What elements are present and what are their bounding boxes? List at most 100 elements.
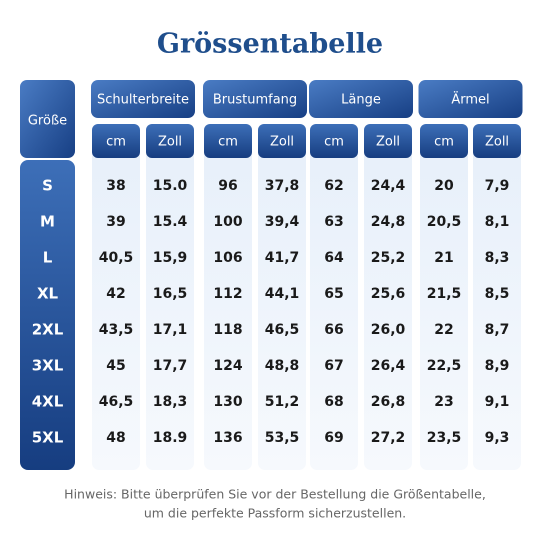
unit-header-box — [146, 124, 194, 158]
column-bg — [92, 124, 140, 470]
cell: 18.9 — [153, 430, 188, 446]
size-label: M — [40, 213, 55, 231]
cell: 66 — [324, 322, 343, 338]
cell: 69 — [324, 430, 343, 446]
size-label: XL — [37, 285, 59, 303]
column-bg — [146, 124, 194, 470]
group-header-box — [91, 80, 195, 118]
cell: 67 — [324, 358, 343, 374]
cell: 63 — [324, 214, 343, 230]
cell: 106 — [213, 250, 242, 266]
cell: 20 — [434, 178, 454, 194]
unit-header: cm — [106, 135, 126, 150]
cell: 20,5 — [427, 214, 462, 230]
unit-header: Zoll — [485, 135, 509, 150]
cell: 48 — [106, 430, 125, 446]
cell: 112 — [213, 286, 242, 302]
cell: 100 — [213, 214, 242, 230]
unit-header-box — [364, 124, 412, 158]
cell: 24,4 — [371, 178, 406, 194]
cell: 64 — [324, 250, 344, 266]
cell: 26,0 — [371, 322, 406, 338]
cell: 15.4 — [153, 214, 188, 230]
cell: 26,8 — [371, 394, 406, 410]
unit-header-box — [420, 124, 468, 158]
unit-header-box — [204, 124, 252, 158]
cell: 37,8 — [265, 178, 300, 194]
unit-header: cm — [324, 135, 344, 150]
cell: 8,5 — [485, 286, 510, 302]
unit-header-box — [310, 124, 358, 158]
cell: 46,5 — [265, 322, 300, 338]
unit-header: Zoll — [158, 135, 182, 150]
cell: 15.0 — [153, 178, 188, 194]
column-bg — [420, 124, 468, 470]
size-label: S — [42, 177, 53, 195]
title: Grössentabelle — [157, 29, 383, 60]
cell: 8,9 — [485, 358, 510, 374]
cell: 62 — [324, 178, 343, 194]
cell: 96 — [218, 178, 237, 194]
cell: 68 — [324, 394, 343, 410]
cell: 124 — [213, 358, 242, 374]
unit-header: cm — [434, 135, 454, 150]
cell: 22 — [434, 322, 453, 338]
cell: 41,7 — [265, 250, 300, 266]
size-column — [20, 160, 75, 470]
cell: 44,1 — [265, 286, 300, 302]
column-bg — [310, 124, 358, 470]
cell: 8,3 — [485, 250, 510, 266]
cell: 17,7 — [153, 358, 188, 374]
cell: 27,2 — [371, 430, 406, 446]
cell: 53,5 — [265, 430, 300, 446]
cell: 39 — [106, 214, 125, 230]
cell: 18,3 — [153, 394, 188, 410]
cell: 42 — [106, 286, 125, 302]
corner-label: Größe — [28, 114, 67, 129]
cell: 136 — [213, 430, 242, 446]
cell: 48,8 — [265, 358, 300, 374]
cell: 46,5 — [99, 394, 134, 410]
column-bg — [473, 124, 521, 470]
note: um die perfekte Passform sicherzustellen… — [144, 506, 406, 521]
cell: 43,5 — [99, 322, 134, 338]
size-label: 5XL — [32, 429, 64, 447]
cell: 39,4 — [265, 214, 300, 230]
cell: 9,3 — [485, 430, 510, 446]
unit-header-box — [258, 124, 306, 158]
cell: 65 — [324, 286, 343, 302]
note: Hinweis: Bitte überprüfen Sie vor der Be… — [64, 487, 486, 502]
group-header: Länge — [341, 93, 381, 108]
size-label: 2XL — [32, 321, 64, 339]
cell: 45 — [106, 358, 125, 374]
unit-header-box — [92, 124, 140, 158]
group-header-box — [309, 80, 413, 118]
cell: 8,1 — [485, 214, 510, 230]
corner-box — [20, 80, 75, 158]
cell: 8,7 — [485, 322, 510, 338]
unit-header: Zoll — [270, 135, 294, 150]
group-header: Brustumfang — [213, 93, 297, 108]
size-label: L — [43, 249, 53, 267]
cell: 118 — [213, 322, 242, 338]
cell: 22,5 — [427, 358, 462, 374]
cell: 38 — [106, 178, 125, 194]
size-label: 4XL — [32, 393, 64, 411]
cell: 23 — [434, 394, 453, 410]
group-header: Schulterbreite — [97, 93, 189, 108]
cell: 25,6 — [371, 286, 406, 302]
cell: 7,9 — [485, 178, 510, 194]
cell: 24,8 — [371, 214, 406, 230]
cell: 26,4 — [371, 358, 406, 374]
cell: 130 — [213, 394, 242, 410]
size-label: 3XL — [32, 357, 64, 375]
cell: 23,5 — [427, 430, 462, 446]
unit-header-box — [473, 124, 521, 158]
column-bg — [258, 124, 306, 470]
column-bg — [364, 124, 412, 470]
group-header: Ärmel — [451, 92, 489, 108]
cell: 17,1 — [153, 322, 188, 338]
group-header-box — [418, 80, 523, 118]
group-header-box — [203, 80, 307, 118]
